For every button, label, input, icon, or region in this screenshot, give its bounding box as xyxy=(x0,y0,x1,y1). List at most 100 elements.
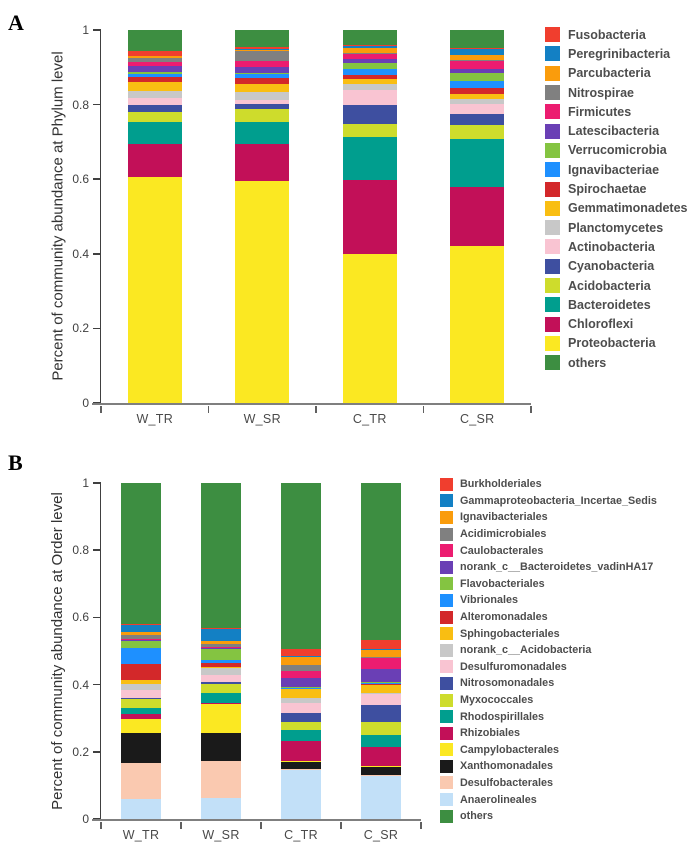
segment-Chloroflexi xyxy=(450,187,505,247)
segment-Cyanobacteria xyxy=(127,105,182,112)
legend-swatch xyxy=(545,200,560,216)
legend-label: Actinobacteria xyxy=(568,239,655,254)
segment-Proteobacteria xyxy=(235,180,290,403)
legend-swatch xyxy=(440,693,453,707)
segment-Chloroflexi xyxy=(342,179,397,254)
x-tick-label-C_SR: C_SR xyxy=(459,412,495,426)
legend-item: Chloroflexi xyxy=(545,314,687,333)
segment-Sphingobacteriales xyxy=(361,684,401,693)
segment-Myxococcales xyxy=(281,722,321,730)
bar-slot-C_TR: C_TR xyxy=(316,30,424,426)
segment-others xyxy=(361,483,401,640)
y-axis-tick-label: 0 xyxy=(82,812,89,826)
x-axis-tick xyxy=(100,822,102,829)
segment-Firmicutes xyxy=(127,62,182,66)
segment-Rhizobiales xyxy=(201,703,241,705)
x-axis-tick xyxy=(260,822,262,829)
segment-Desulfuromonadales xyxy=(361,694,401,706)
legend-swatch xyxy=(440,809,453,823)
bar-slot-W_TR: W_TR xyxy=(101,30,209,426)
segment-Verrucomicrobia xyxy=(127,72,182,74)
legend-swatch xyxy=(545,162,560,178)
legend-label: Parcubacteria xyxy=(568,66,651,81)
y-axis-tick-label: 0.8 xyxy=(72,97,89,112)
bar-slot-C_SR: C_SR xyxy=(424,30,532,426)
segment-Nitrospirae xyxy=(450,60,505,62)
x-axis-tick xyxy=(422,406,425,413)
y-axis-tick-label: 0.2 xyxy=(72,744,89,759)
legend-item: Nitrospirae xyxy=(545,83,687,102)
plot-area-phylum: 0 0.2 0.4 0.6 0.8 1 W_TR W_SR C_TR C_SR xyxy=(72,23,532,426)
segment-Ignavibacteriae xyxy=(235,73,290,78)
y-axis-tick xyxy=(93,683,101,686)
bar-slot-W_TR: W_TR xyxy=(101,483,181,842)
segment-Vibrionales xyxy=(121,647,161,665)
legend-swatch xyxy=(545,46,560,62)
legend-item: norank_c__Bacteroidetes_vadinHA17 xyxy=(440,559,657,576)
legend-item: Acidobacteria xyxy=(545,276,687,295)
legend-swatch xyxy=(440,560,453,574)
legend-swatch xyxy=(545,258,560,274)
x-axis-line xyxy=(92,403,531,406)
segment-others xyxy=(281,483,321,650)
stacked-bar-W_SR xyxy=(201,483,241,819)
segment-Fusobacteria xyxy=(127,50,182,56)
segment-Gemmatimonadetes xyxy=(450,94,505,99)
segment-Actinobacteria xyxy=(127,97,182,106)
segment-Planctomycetes xyxy=(342,83,397,91)
y-axis-label-phylum: Percent of community abundance at Phylum… xyxy=(49,51,67,381)
legend-label: Alteromonadales xyxy=(460,611,548,624)
segment-norank_c__Bacteroidetes_vadinHA17 xyxy=(121,640,161,642)
segment-norank_c__Acidobacteria xyxy=(201,668,241,676)
legend-item: Caulobacterales xyxy=(440,542,657,559)
segment-Caulobacterales xyxy=(121,639,161,641)
legend-swatch xyxy=(545,355,560,371)
segment-Firmicutes xyxy=(342,53,397,59)
segment-Ignavibacteriales xyxy=(121,632,161,636)
legend-label: Flavobacteriales xyxy=(460,577,545,590)
legend-item: Burkholderiales xyxy=(440,476,657,493)
segment-others xyxy=(235,30,290,48)
legend-swatch xyxy=(545,65,560,81)
segment-Peregrinibacteria xyxy=(450,48,505,56)
stacked-bar-C_SR xyxy=(361,483,401,819)
segment-Sphingobacteriales xyxy=(201,666,241,669)
legend-item: Latescibacteria xyxy=(545,121,687,140)
segment-Gammaproteobacteria_Incertae_Sedis xyxy=(201,629,241,641)
legend-label: Myxococcales xyxy=(460,694,534,707)
stacked-bar-W_TR xyxy=(127,30,182,403)
legend-item: Verrucomicrobia xyxy=(545,141,687,160)
segment-Xanthomonadales xyxy=(361,767,401,775)
legend-swatch xyxy=(545,278,560,293)
plot-area-order: 0 0.2 0.4 0.6 0.8 1 W_TR W_SR C_TR C_SR xyxy=(72,476,422,842)
y-axis-tick-label: 0.2 xyxy=(72,321,89,336)
segment-norank_c__Bacteroidetes_vadinHA17 xyxy=(201,648,241,650)
x-axis-tick xyxy=(207,406,210,413)
y-axis-label-order: Percent of community abundance at Order … xyxy=(49,492,66,810)
legend-item: Sphingobacteriales xyxy=(440,625,657,642)
legend-swatch xyxy=(440,577,453,591)
legend-swatch xyxy=(440,593,453,607)
legend-item: Spirochaetae xyxy=(545,179,687,198)
segment-Myxococcales xyxy=(361,722,401,735)
legend-item: others xyxy=(545,353,687,372)
segment-Desulfuromonadales xyxy=(121,690,161,698)
segment-Anaerolineales xyxy=(281,770,321,819)
legend-label: norank_c__Acidobacteria xyxy=(460,644,592,657)
segment-Ignavibacteriales xyxy=(281,657,321,665)
legend-label: Fusobacteria xyxy=(568,27,646,42)
legend-item: Proteobacteria xyxy=(545,334,687,353)
legend-item: Parcubacteria xyxy=(545,64,687,83)
legend-item: norank_c__Acidobacteria xyxy=(440,642,657,659)
legend-swatch xyxy=(545,181,560,197)
segment-Verrucomicrobia xyxy=(235,72,290,74)
legend-label: Caulobacterales xyxy=(460,544,544,557)
legend-label: Chloroflexi xyxy=(568,317,634,332)
legend-label: Bacteroidetes xyxy=(568,297,651,312)
segment-Acidimicrobiales xyxy=(361,657,401,659)
segment-Proteobacteria xyxy=(127,177,182,403)
segment-Nitrospirae xyxy=(235,51,290,61)
segment-Anaerolineales xyxy=(361,775,401,819)
legend-label: Burkholderiales xyxy=(460,478,542,491)
legend-item: Actinobacteria xyxy=(545,237,687,256)
